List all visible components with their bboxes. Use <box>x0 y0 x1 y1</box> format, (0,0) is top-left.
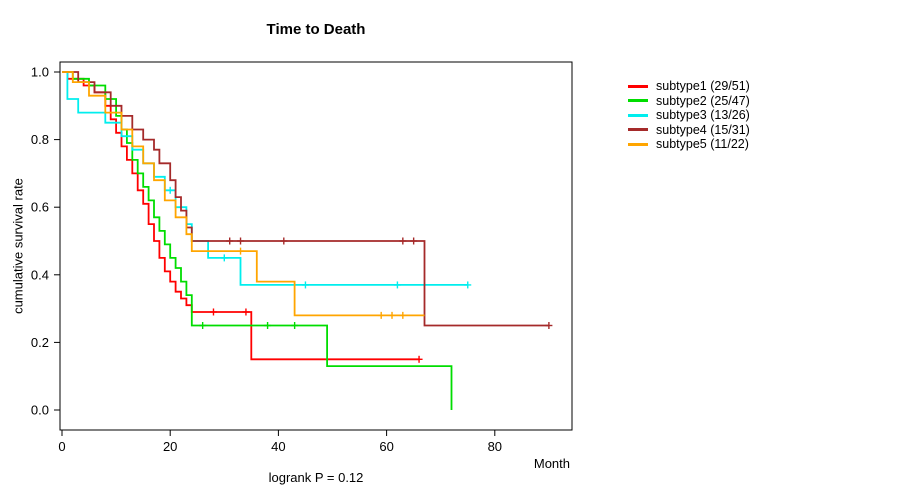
svg-text:0.4: 0.4 <box>31 267 49 282</box>
legend-label: subtype1 (29/51) <box>656 79 750 94</box>
legend-item: subtype2 (25/47) <box>628 94 750 109</box>
legend-item: subtype5 (11/22) <box>628 137 750 152</box>
legend-label: subtype2 (25/47) <box>656 93 750 108</box>
legend-swatch <box>628 128 648 132</box>
x-axis-label: Month <box>533 456 570 471</box>
legend-swatch <box>628 84 648 88</box>
legend-swatch <box>628 142 648 146</box>
legend: subtype1 (29/51) subtype2 (25/47) subtyp… <box>628 79 750 152</box>
svg-text:0: 0 <box>58 439 65 454</box>
legend-item: subtype1 (29/51) <box>628 79 750 94</box>
svg-text:1.0: 1.0 <box>31 65 49 80</box>
svg-text:60: 60 <box>379 439 393 454</box>
svg-text:40: 40 <box>271 439 285 454</box>
svg-text:0.6: 0.6 <box>31 200 49 215</box>
legend-label: subtype3 (13/26) <box>656 108 750 123</box>
svg-text:0.2: 0.2 <box>31 335 49 350</box>
chart-title: Time to Death <box>266 21 366 38</box>
svg-text:0.0: 0.0 <box>31 403 49 418</box>
y-axis-label: cumulative survival rate <box>10 178 26 314</box>
legend-item: subtype3 (13/26) <box>628 108 750 123</box>
legend-label: subtype5 (11/22) <box>656 137 749 152</box>
legend-swatch <box>628 99 648 103</box>
legend-item: subtype4 (15/31) <box>628 123 750 138</box>
legend-swatch <box>628 113 648 117</box>
svg-text:80: 80 <box>488 439 502 454</box>
logrank-note: logrank P = 0.12 <box>268 470 364 485</box>
svg-text:0.8: 0.8 <box>31 132 49 147</box>
legend-label: subtype4 (15/31) <box>656 122 750 137</box>
svg-text:20: 20 <box>163 439 177 454</box>
